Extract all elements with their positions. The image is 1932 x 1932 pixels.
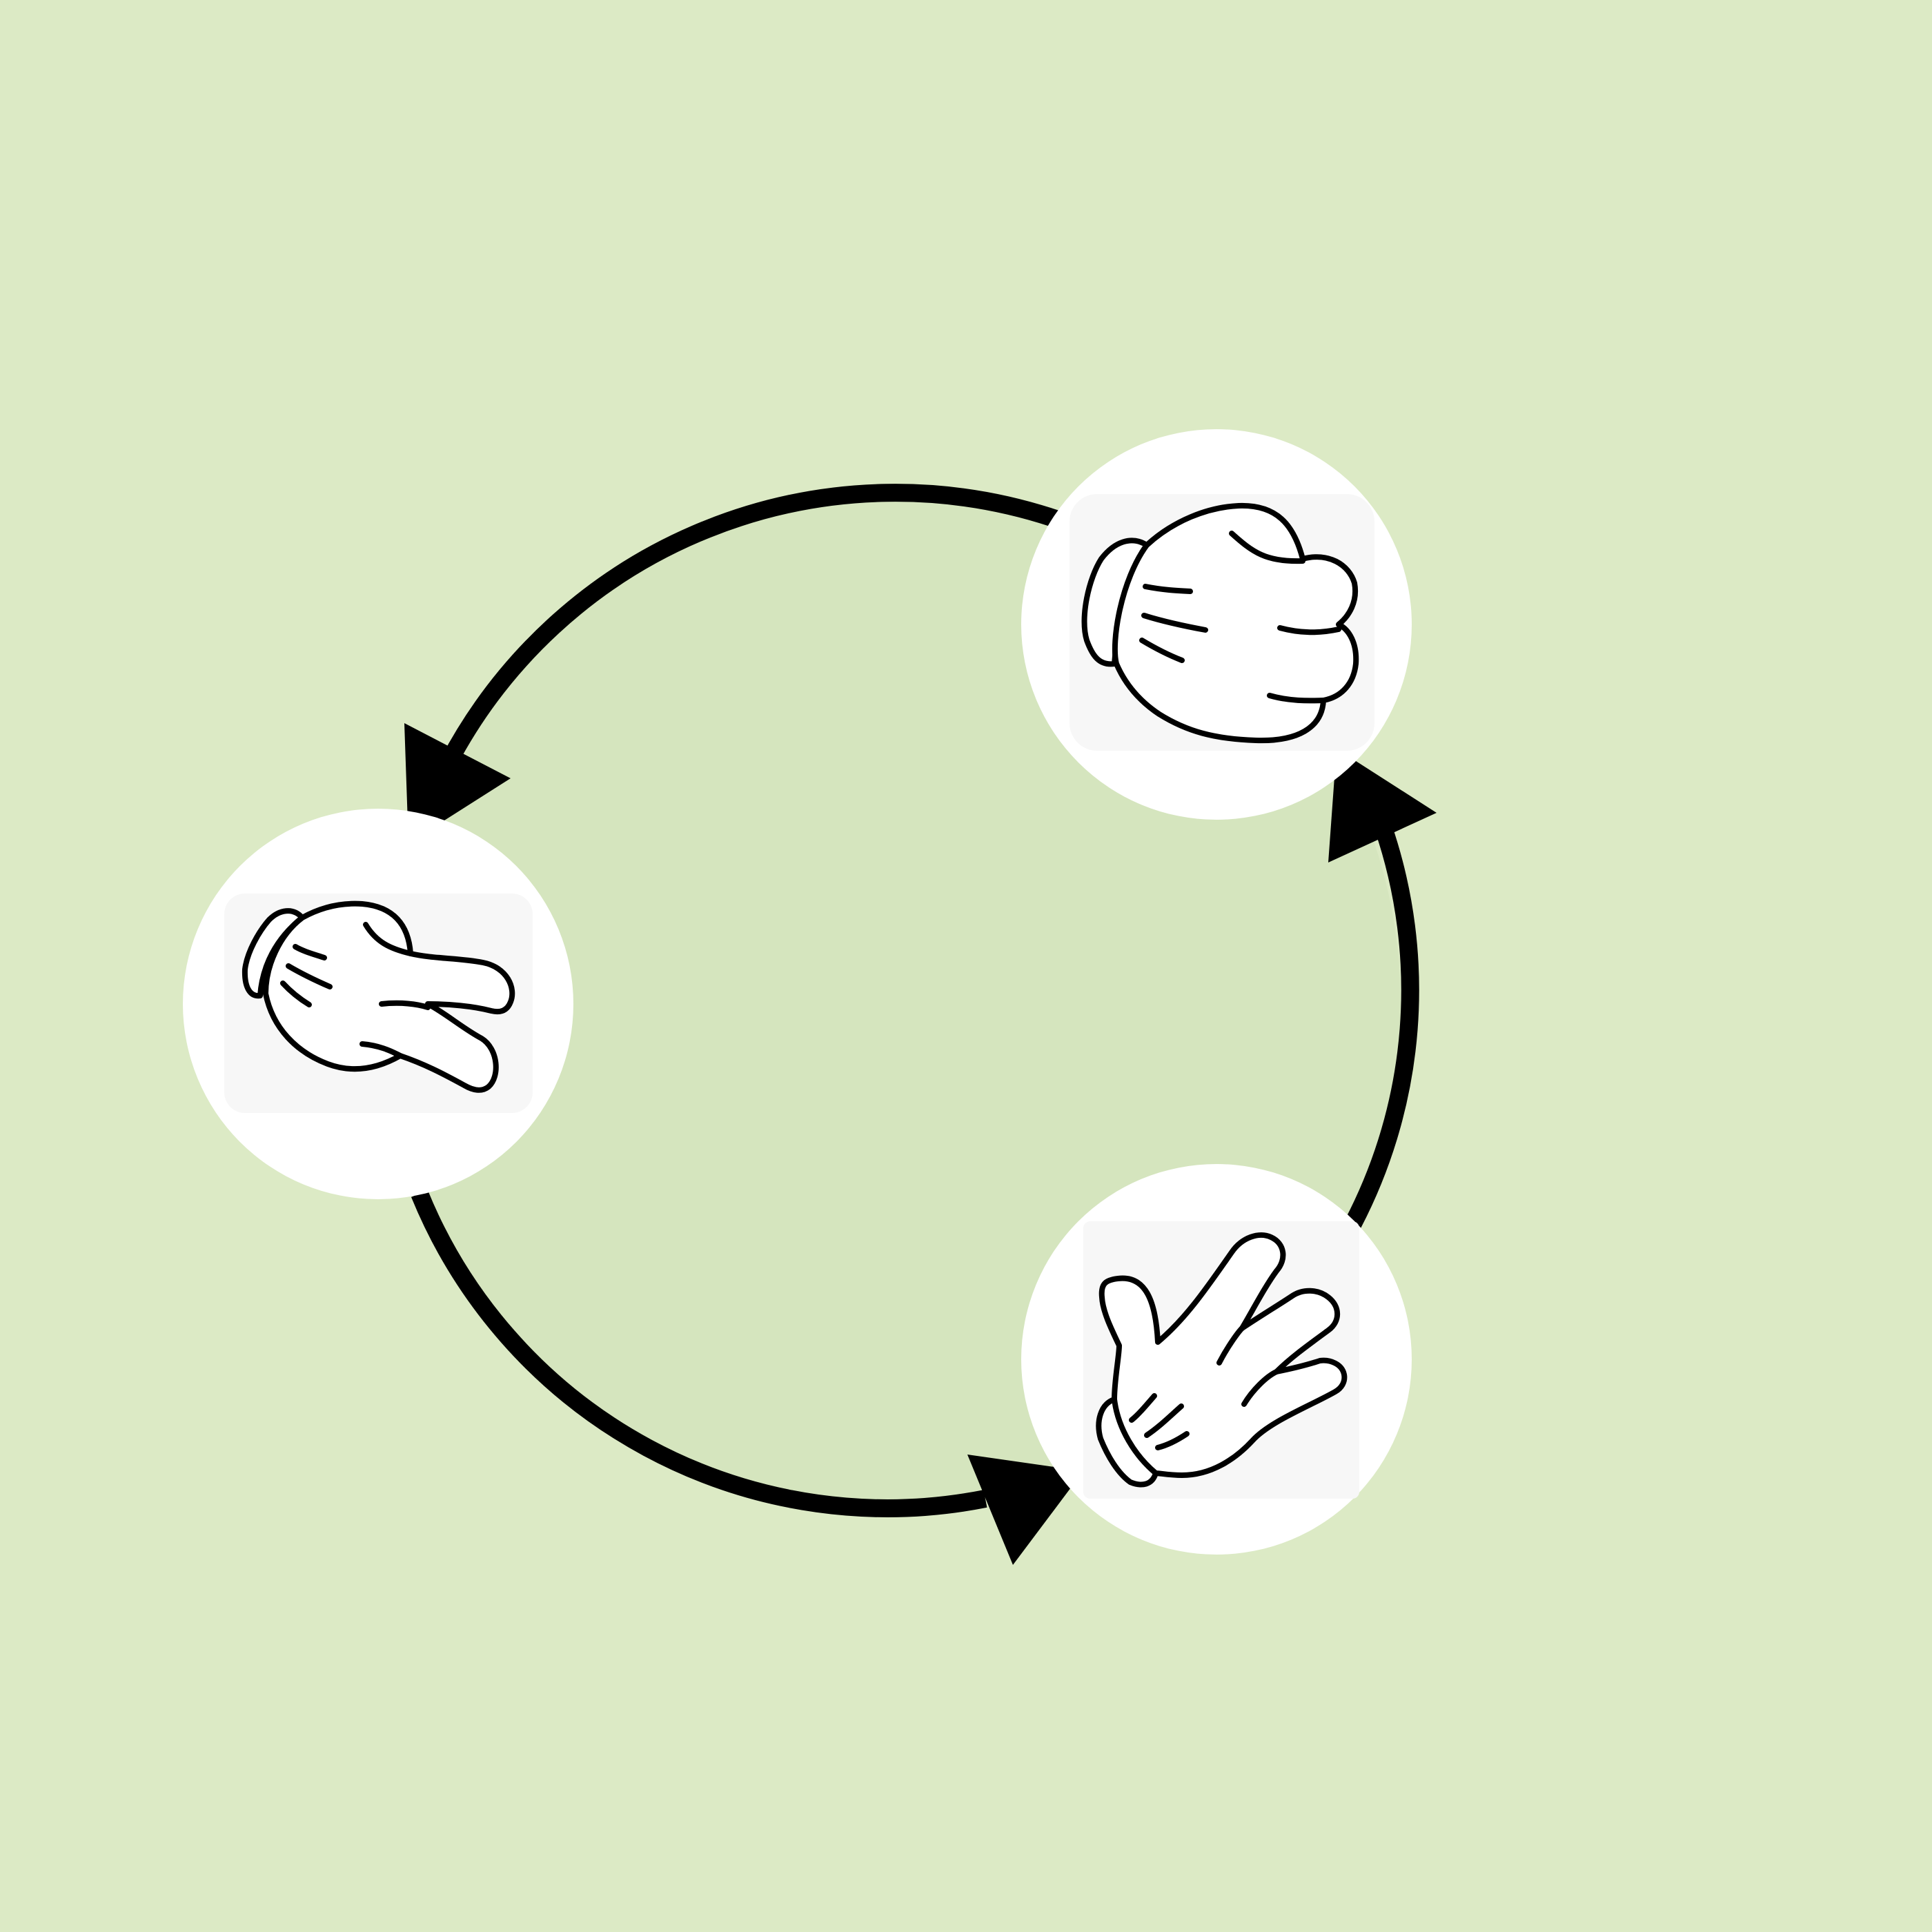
fist-glove-icon	[1081, 502, 1359, 744]
arrowhead-scissors-to-paper	[967, 1455, 1083, 1565]
arrowhead-paper-to-rock	[1328, 749, 1437, 862]
arrowhead-rock-to-scissors	[404, 723, 511, 843]
node-paper	[1021, 1164, 1412, 1555]
node-rock	[1021, 429, 1412, 820]
scissors-glove-icon	[241, 900, 515, 1093]
node-scissors	[183, 809, 573, 1199]
arrow-scissors-to-paper	[411, 1190, 987, 1517]
arrow-rock-to-scissors	[440, 484, 1059, 767]
open-hand-glove-icon	[1096, 1232, 1348, 1488]
arrow-paper-to-rock	[1344, 825, 1419, 1230]
